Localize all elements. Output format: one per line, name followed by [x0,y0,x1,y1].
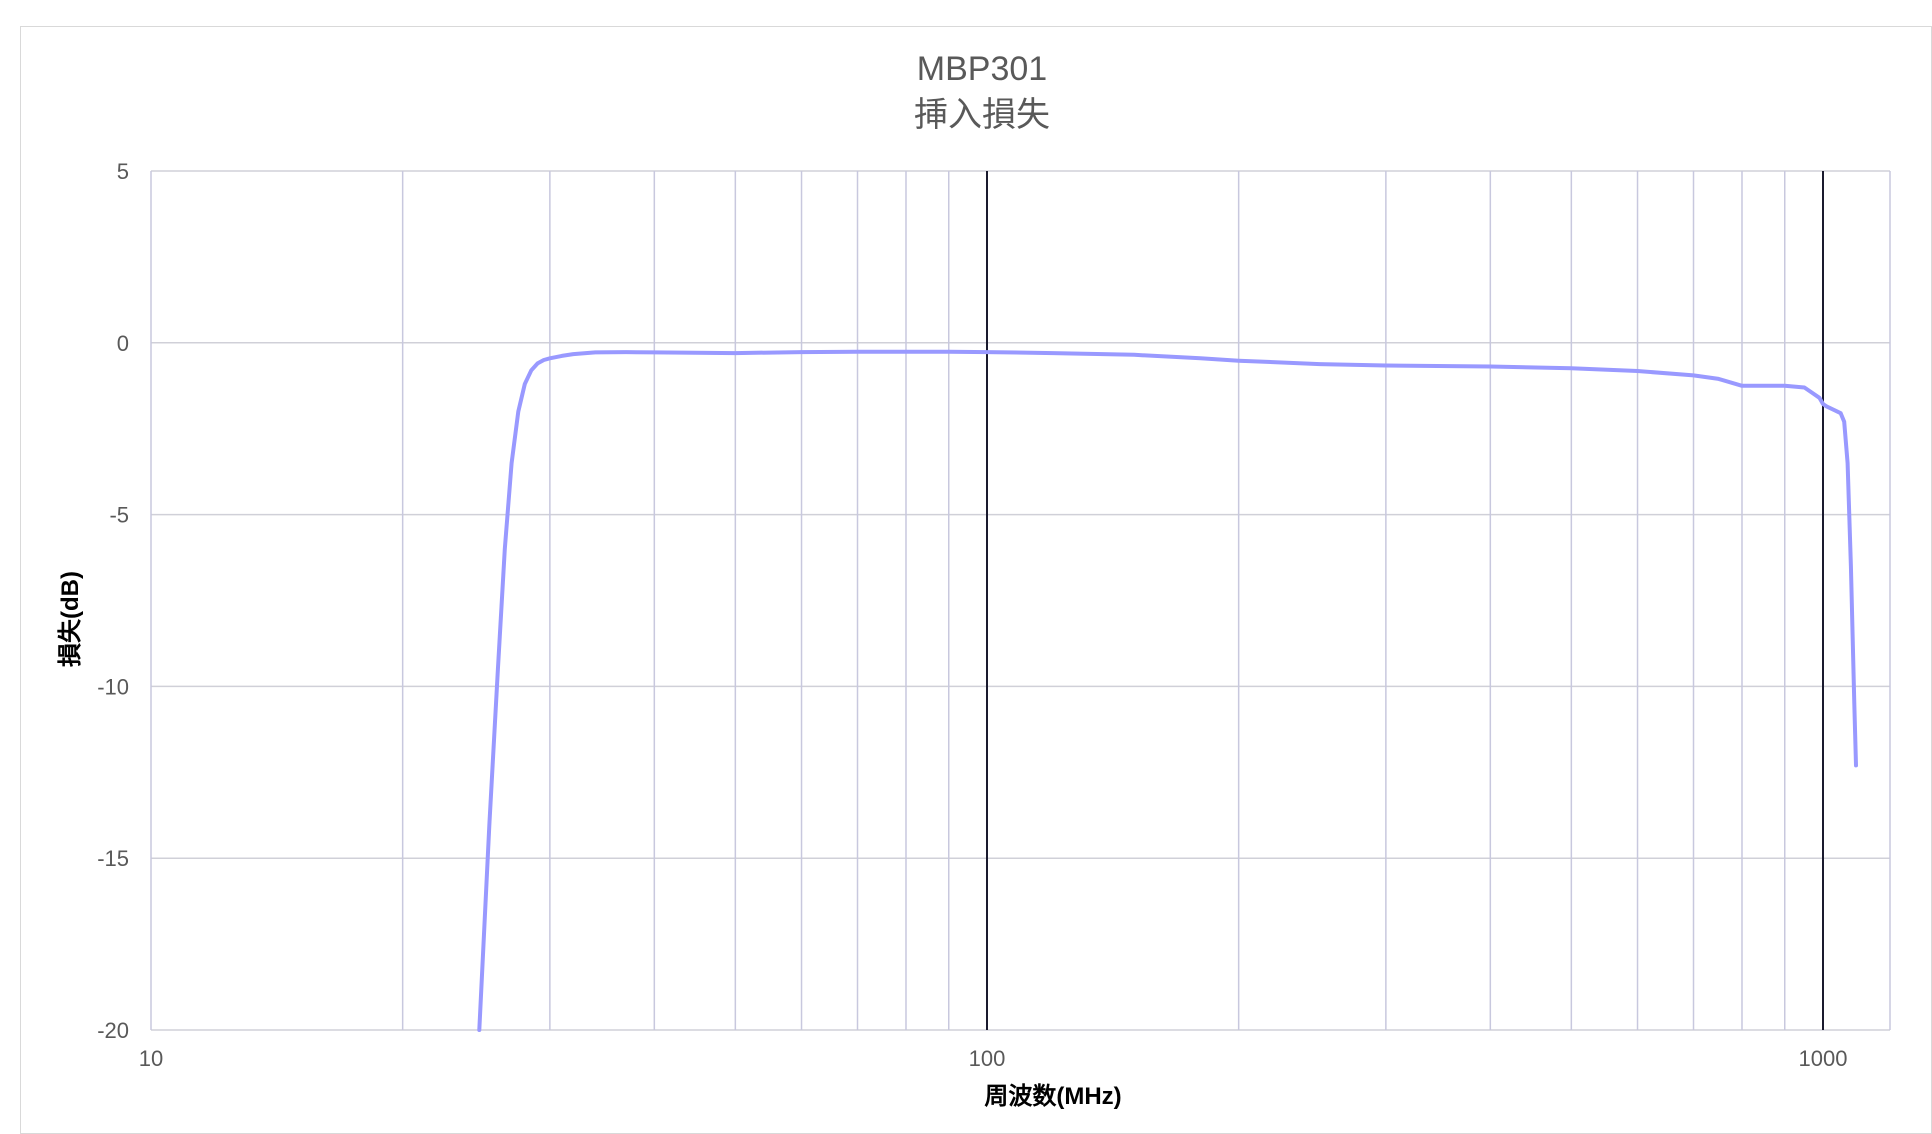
y-axis-title: 損失(dB) [57,571,84,667]
y-tick-label: -5 [109,503,129,528]
x-axis-title: 周波数(MHz) [984,1083,1121,1110]
y-tick-label: 5 [117,159,129,184]
y-tick-label: -10 [97,674,129,699]
x-tick-label: 100 [969,1046,1006,1071]
x-tick-label: 1000 [1799,1046,1848,1071]
x-tick-label: 10 [139,1046,163,1071]
grid-lines [150,170,1891,1031]
chart-title: MBP301 [917,50,1047,88]
series-line [477,349,1858,1032]
y-tick-label: 0 [117,331,129,356]
y-tick-label: -15 [97,846,129,871]
y-tick-label: -20 [97,1018,129,1043]
chart-subtitle: 挿入損失 [914,96,1050,134]
tick-labels: 5 0 -5 -10 -15 -20 10 100 1000 [97,159,1847,1071]
chart-frame [20,26,1932,1134]
series-lines [477,349,1858,1032]
